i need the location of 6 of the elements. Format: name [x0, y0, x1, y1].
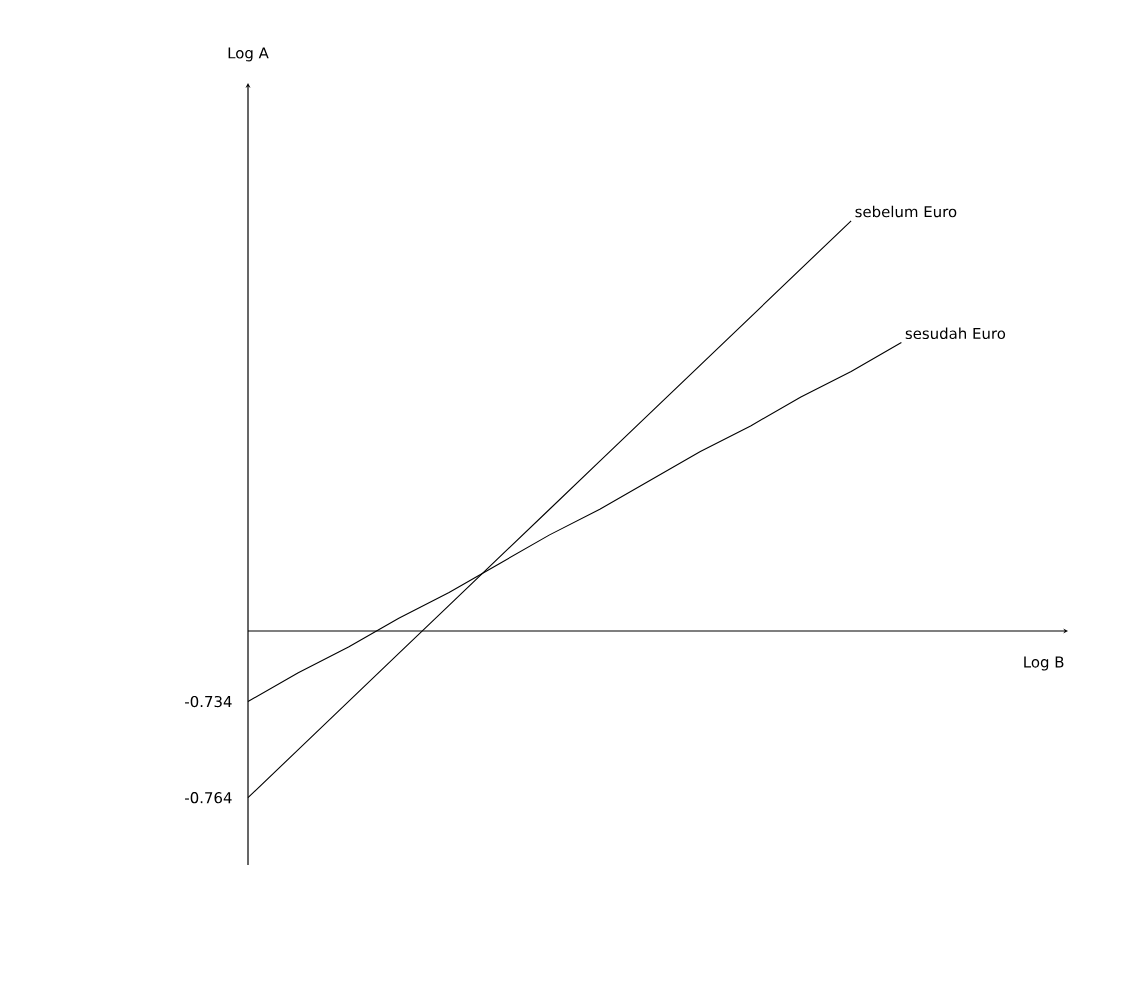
y-axis-title: Log A [228, 47, 269, 62]
y-tick-label: -0.764 [185, 792, 232, 804]
series-label: sesudah Euro [905, 327, 1006, 340]
series-label: sebelum Euro [855, 205, 957, 218]
ref-line-label: Log B [1024, 656, 1064, 671]
y-tick-label: -0.734 [185, 695, 232, 708]
